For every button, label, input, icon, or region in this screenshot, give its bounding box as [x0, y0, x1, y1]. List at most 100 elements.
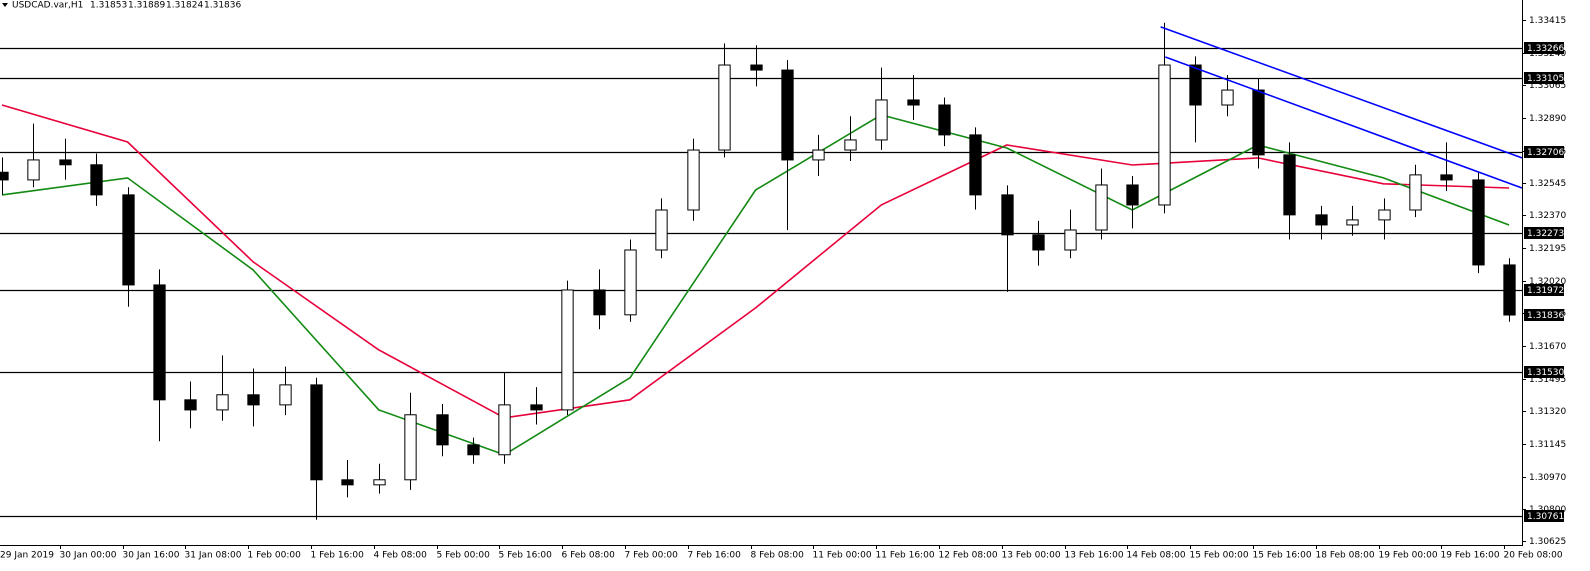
x-tick-label: 12 Feb 08:00: [939, 551, 998, 561]
candle-body: [1095, 184, 1108, 231]
x-tick-label: 1 Feb 00:00: [248, 551, 302, 561]
x-tick-label: 19 Feb 16:00: [1441, 551, 1500, 561]
y-tick-label: 1.30625: [1529, 537, 1566, 547]
y-tick-label: 1.32020: [1529, 277, 1566, 287]
candle-body: [938, 104, 951, 136]
level-box: [1524, 510, 1564, 522]
last-price-box: [1524, 309, 1564, 321]
y-tick-label: 1.30970: [1529, 473, 1566, 483]
candle-body: [907, 99, 920, 106]
candle-body: [624, 249, 637, 316]
y-tick-label: 1.31495: [1529, 375, 1566, 385]
candle-body: [1189, 64, 1202, 106]
x-tick-label: 30 Jan 16:00: [123, 551, 180, 561]
level-box: [1524, 284, 1564, 296]
y-tick-label: 1.32370: [1529, 211, 1566, 221]
y-tick-label: 1.33415: [1529, 16, 1566, 26]
candle-body: [1252, 89, 1265, 156]
x-tick-label: 19 Feb 00:00: [1379, 551, 1438, 561]
candle-body: [247, 394, 260, 406]
candle-body: [1032, 234, 1045, 251]
level-box: [1524, 146, 1564, 158]
x-tick-label: 5 Feb 00:00: [437, 551, 491, 561]
level-box: [1524, 366, 1564, 378]
candle-body: [1440, 174, 1453, 181]
candle-body: [1472, 179, 1485, 266]
level-box: [1524, 227, 1564, 239]
x-tick-label: 15 Feb 16:00: [1253, 551, 1312, 561]
candle-body: [59, 159, 72, 166]
candle-body: [1503, 264, 1516, 316]
trendline: [1165, 56, 1523, 189]
candle-body: [436, 414, 449, 446]
x-tick-label: 7 Feb 16:00: [688, 551, 742, 561]
candle-body: [153, 284, 166, 401]
x-tick-label: 6 Feb 08:00: [562, 551, 616, 561]
x-tick-label: 29 Jan 2019: [0, 551, 54, 561]
level-label: 1.33266: [1527, 44, 1564, 54]
x-tick-label: 4 Feb 08:00: [374, 551, 428, 561]
level-label: 1.30761: [1527, 512, 1564, 522]
x-tick-label: 11 Feb 16:00: [876, 551, 935, 561]
candle-body: [1126, 184, 1139, 206]
candle-body: [122, 194, 135, 286]
x-tick-label: 20 Feb 08:00: [1504, 551, 1563, 561]
candle-body: [655, 209, 668, 251]
candle-body: [1001, 194, 1014, 236]
level-box: [1524, 42, 1564, 54]
x-tick-label: 7 Feb 00:00: [625, 551, 679, 561]
ohlc-open: 1.31853: [90, 1, 127, 11]
level-label: 1.32273: [1527, 229, 1564, 239]
candle-body: [184, 399, 197, 411]
trendline: [1160, 26, 1523, 159]
candle-body: [467, 444, 480, 456]
candle-body: [1283, 154, 1296, 216]
y-tick-label: 1.32545: [1529, 179, 1566, 189]
candle-body: [498, 404, 511, 456]
candle-body: [1378, 209, 1391, 221]
menu-arrow[interactable]: [2, 3, 8, 7]
y-tick-label: 1.32195: [1529, 244, 1566, 254]
last-price-label: 1.31836: [1527, 311, 1564, 321]
level-label: 1.33105: [1527, 74, 1564, 84]
x-tick-label: 30 Jan 00:00: [60, 551, 117, 561]
plot-area: [0, 22, 1523, 520]
ohlc-high: 1.31889: [128, 1, 165, 11]
x-tick-label: 31 Jan 08:00: [185, 551, 242, 561]
level-label: 1.31972: [1527, 286, 1564, 296]
level-label: 1.32706: [1527, 148, 1564, 158]
y-tick-label: 1.31145: [1529, 440, 1566, 450]
ohlc-close: 1.31836: [204, 1, 241, 11]
candle-body: [875, 99, 888, 141]
candle-body: [27, 159, 40, 181]
candle-body: [593, 289, 606, 316]
y-tick-label: 1.31320: [1529, 407, 1566, 417]
x-tick-label: 1 Feb 16:00: [311, 551, 365, 561]
level-box: [1524, 72, 1564, 84]
level-label: 1.31530: [1527, 368, 1564, 378]
candle-body: [216, 394, 229, 411]
candle-body: [1064, 229, 1077, 251]
x-tick-label: 15 Feb 00:00: [1190, 551, 1249, 561]
y-tick-label: 1.31670: [1529, 342, 1566, 352]
candle-body: [310, 384, 323, 481]
candle-body: [969, 134, 982, 196]
candle-body: [844, 139, 857, 151]
ohlc-low: 1.31824: [166, 1, 203, 11]
candle-body: [750, 64, 763, 71]
x-tick-label: 13 Feb 00:00: [1002, 551, 1061, 561]
candle-body: [812, 149, 825, 161]
candle-body: [1409, 174, 1422, 211]
candle-body: [1221, 89, 1234, 106]
candle-body: [687, 149, 700, 211]
candle-body: [718, 64, 731, 151]
x-tick-label: 18 Feb 08:00: [1316, 551, 1375, 561]
candle-body: [0, 171, 9, 181]
x-tick-label: 14 Feb 08:00: [1127, 551, 1186, 561]
candle-body: [404, 414, 417, 481]
symbol: USDCAD.var,H1: [12, 1, 83, 11]
y-tick-label: 1.33065: [1529, 81, 1566, 91]
y-tick-label: 1.32890: [1529, 114, 1566, 124]
